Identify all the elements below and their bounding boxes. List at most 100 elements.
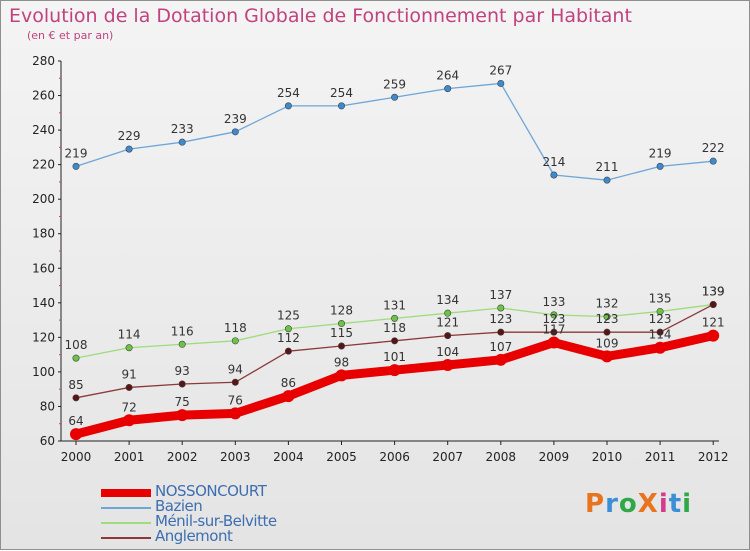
data-point bbox=[391, 337, 399, 345]
data-label: 128 bbox=[330, 304, 353, 318]
data-point bbox=[178, 380, 186, 388]
data-point bbox=[444, 85, 452, 93]
data-point bbox=[497, 79, 505, 87]
logo-letter: i bbox=[682, 489, 693, 519]
data-point bbox=[72, 394, 80, 402]
chart-legend: NOSSONCOURT Bazien Ménil-sur-Belvitte Angle… bbox=[101, 482, 341, 545]
data-label: 219 bbox=[65, 146, 88, 160]
data-label: 115 bbox=[330, 326, 353, 340]
data-label: 72 bbox=[121, 400, 136, 414]
data-point bbox=[284, 325, 292, 333]
data-label: 123 bbox=[542, 312, 565, 326]
data-label: 139 bbox=[702, 285, 725, 299]
y-tick-label: 160 bbox=[32, 261, 55, 275]
x-tick-label: 2005 bbox=[326, 450, 357, 464]
data-point bbox=[550, 171, 558, 179]
data-label: 134 bbox=[436, 293, 459, 307]
x-tick-label: 2012 bbox=[698, 450, 729, 464]
y-tick-label: 200 bbox=[32, 192, 55, 206]
data-point bbox=[444, 332, 452, 340]
x-tick-label: 2001 bbox=[114, 450, 145, 464]
x-tick-label: 2004 bbox=[273, 450, 304, 464]
data-point bbox=[656, 307, 664, 315]
data-point bbox=[550, 328, 558, 336]
data-point bbox=[601, 350, 613, 363]
data-point bbox=[178, 138, 186, 146]
data-point bbox=[335, 369, 348, 382]
logo-letter: i bbox=[658, 489, 669, 519]
data-point bbox=[494, 353, 507, 366]
y-tick-label: 140 bbox=[32, 296, 55, 310]
data-point bbox=[603, 313, 611, 321]
x-tick-label: 2003 bbox=[220, 450, 251, 464]
data-label: 121 bbox=[702, 316, 725, 330]
y-tick-label: 80 bbox=[40, 399, 55, 413]
logo-letter: P bbox=[585, 489, 606, 519]
data-point bbox=[709, 157, 717, 165]
x-tick-label: 2009 bbox=[539, 450, 570, 464]
data-label: 98 bbox=[334, 355, 349, 369]
data-label: 254 bbox=[330, 86, 353, 100]
data-point bbox=[654, 341, 667, 354]
data-point bbox=[72, 354, 80, 362]
data-label: 76 bbox=[228, 393, 243, 407]
data-label: 109 bbox=[596, 336, 619, 350]
data-label: 254 bbox=[277, 86, 300, 100]
data-label: 86 bbox=[281, 376, 296, 390]
logo-letter: t bbox=[668, 489, 683, 519]
data-label: 104 bbox=[436, 345, 459, 359]
data-label: 91 bbox=[121, 367, 136, 381]
legend-label: Ménil-sur-Belvitte bbox=[155, 512, 277, 530]
data-label: 233 bbox=[171, 122, 194, 136]
y-tick-label: 120 bbox=[32, 330, 55, 344]
data-label: 139 bbox=[702, 285, 725, 299]
data-label: 64 bbox=[68, 414, 83, 428]
data-point bbox=[550, 311, 558, 319]
legend-item: NOSSONCOURT bbox=[101, 482, 341, 500]
data-label: 137 bbox=[489, 288, 512, 302]
data-label: 108 bbox=[65, 338, 88, 352]
legend-swatch bbox=[101, 489, 151, 497]
x-tick-label: 2010 bbox=[592, 450, 623, 464]
x-tick-label: 2002 bbox=[167, 450, 198, 464]
data-label: 116 bbox=[171, 324, 194, 338]
data-label: 214 bbox=[542, 155, 565, 169]
data-label: 101 bbox=[383, 350, 406, 364]
data-label: 219 bbox=[649, 146, 672, 160]
data-point bbox=[125, 145, 133, 153]
legend-item: Bazien bbox=[101, 497, 341, 515]
logo-letter: o bbox=[618, 489, 638, 519]
data-label: 75 bbox=[175, 395, 190, 409]
data-point bbox=[444, 309, 452, 317]
data-label: 123 bbox=[596, 312, 619, 326]
x-tick-label: 2007 bbox=[432, 450, 463, 464]
data-label: 259 bbox=[383, 77, 406, 91]
data-point bbox=[231, 337, 239, 345]
data-point bbox=[547, 336, 560, 349]
legend-label: Anglemont bbox=[155, 527, 233, 545]
data-point bbox=[337, 102, 345, 110]
chart-title: Evolution de la Dotation Globale de Fonc… bbox=[9, 5, 632, 27]
legend-label: NOSSONCOURT bbox=[155, 482, 267, 500]
data-label: 222 bbox=[702, 141, 725, 155]
data-label: 125 bbox=[277, 309, 300, 323]
data-point bbox=[497, 328, 505, 336]
data-label: 133 bbox=[542, 295, 565, 309]
data-point bbox=[497, 304, 505, 312]
data-point bbox=[125, 383, 133, 391]
y-tick-label: 280 bbox=[32, 54, 55, 68]
data-label: 94 bbox=[228, 362, 243, 376]
data-point bbox=[70, 428, 82, 441]
x-tick-label: 2011 bbox=[645, 450, 676, 464]
y-tick-label: 260 bbox=[32, 89, 55, 103]
data-point bbox=[603, 176, 611, 184]
data-label: 267 bbox=[489, 63, 512, 77]
data-label: 107 bbox=[489, 340, 512, 354]
data-point bbox=[125, 344, 133, 352]
data-point bbox=[391, 314, 399, 322]
data-point bbox=[229, 407, 242, 420]
data-label: 123 bbox=[489, 312, 512, 326]
y-tick-label: 100 bbox=[32, 365, 55, 379]
